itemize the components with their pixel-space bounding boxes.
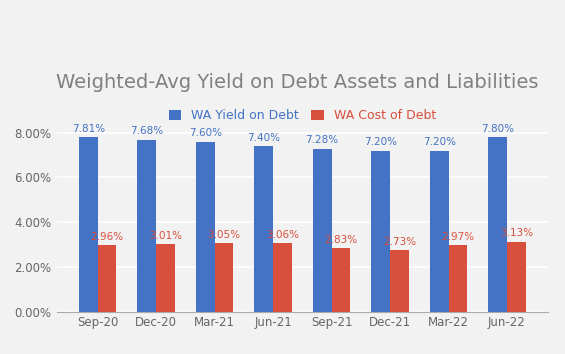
Text: 7.81%: 7.81%: [72, 124, 105, 133]
Text: 7.28%: 7.28%: [306, 135, 339, 145]
Bar: [390, 251, 408, 312]
Text: 7.40%: 7.40%: [247, 133, 280, 143]
Legend: WA Yield on Debt, WA Cost of Debt: WA Yield on Debt, WA Cost of Debt: [165, 105, 440, 126]
Bar: [488, 137, 507, 312]
Bar: [137, 140, 156, 312]
Bar: [215, 243, 233, 312]
Text: 2.83%: 2.83%: [324, 235, 358, 245]
Bar: [449, 245, 467, 312]
Text: 7.68%: 7.68%: [130, 126, 163, 136]
Bar: [332, 248, 350, 312]
Text: 2.73%: 2.73%: [383, 237, 416, 247]
Bar: [98, 245, 116, 312]
Bar: [507, 241, 525, 312]
Bar: [254, 146, 273, 312]
Bar: [156, 244, 175, 312]
Bar: [273, 243, 292, 312]
Text: 7.80%: 7.80%: [481, 124, 514, 134]
Text: 2.97%: 2.97%: [441, 232, 475, 242]
Text: 7.20%: 7.20%: [423, 137, 455, 147]
Bar: [79, 137, 98, 312]
Text: 3.13%: 3.13%: [500, 228, 533, 238]
Text: 7.20%: 7.20%: [364, 137, 397, 147]
Bar: [196, 142, 215, 312]
Text: 3.01%: 3.01%: [149, 231, 182, 241]
Text: Weighted-Avg Yield on Debt Assets and Liabilities: Weighted-Avg Yield on Debt Assets and Li…: [56, 73, 539, 92]
Text: 2.96%: 2.96%: [90, 232, 124, 242]
Bar: [371, 150, 390, 312]
Text: 3.06%: 3.06%: [266, 230, 299, 240]
Bar: [430, 150, 449, 312]
Text: 7.60%: 7.60%: [189, 128, 221, 138]
Text: 3.05%: 3.05%: [207, 230, 240, 240]
Bar: [313, 149, 332, 312]
